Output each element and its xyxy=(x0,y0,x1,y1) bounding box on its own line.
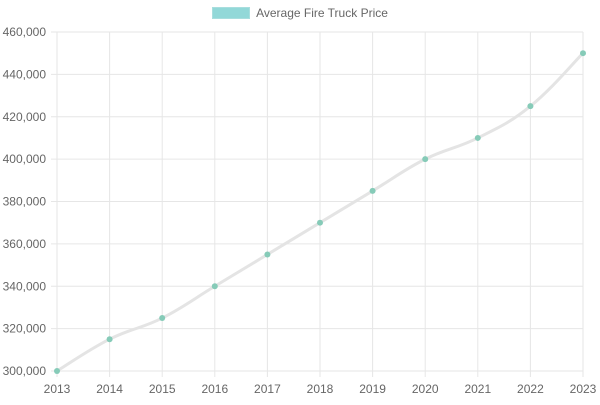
data-point xyxy=(369,187,376,194)
data-point xyxy=(474,134,481,141)
x-tick-label: 2016 xyxy=(201,382,228,396)
y-tick-label: 420,000 xyxy=(3,110,47,124)
data-point xyxy=(159,315,166,322)
x-tick-label: 2015 xyxy=(149,382,176,396)
x-tick-label: 2019 xyxy=(359,382,386,396)
x-tick-label: 2023 xyxy=(570,382,597,396)
data-points xyxy=(54,50,586,374)
x-tick-label: 2020 xyxy=(412,382,439,396)
y-tick-label: 340,000 xyxy=(3,279,47,293)
x-tick-label: 2013 xyxy=(44,382,71,396)
x-tick-label: 2014 xyxy=(96,382,123,396)
x-tick-label: 2021 xyxy=(464,382,491,396)
y-tick-label: 300,000 xyxy=(3,364,47,378)
x-tick-label: 2017 xyxy=(254,382,281,396)
data-point xyxy=(317,219,323,226)
legend: Average Fire Truck Price xyxy=(0,6,600,20)
legend-label: Average Fire Truck Price xyxy=(256,6,388,20)
y-axis: 300,000 320,000 340,000 360,000 380,000 400,0… xyxy=(3,25,47,378)
data-point xyxy=(527,103,534,110)
data-point xyxy=(580,50,586,57)
data-point xyxy=(422,156,429,163)
data-point xyxy=(211,283,218,290)
y-tick-label: 440,000 xyxy=(3,67,47,81)
legend-swatch[interactable] xyxy=(212,7,251,19)
data-point xyxy=(264,251,271,258)
data-point xyxy=(106,336,113,343)
x-tick-label: 2018 xyxy=(307,382,334,396)
y-tick-label: 320,000 xyxy=(3,322,47,336)
y-tick-label: 460,000 xyxy=(3,25,47,39)
grid-layer xyxy=(51,31,584,377)
y-tick-label: 380,000 xyxy=(3,195,47,209)
y-tick-label: 400,000 xyxy=(3,152,47,166)
x-axis: 2013 2014 2015 2016 2017 2018 2019 2020 2021 2022… xyxy=(44,382,597,396)
data-point xyxy=(54,368,60,374)
x-tick-label: 2022 xyxy=(517,382,544,396)
y-tick-label: 360,000 xyxy=(3,237,47,251)
